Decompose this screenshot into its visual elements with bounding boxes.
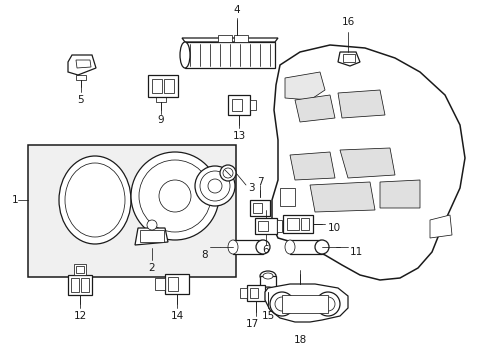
- Polygon shape: [337, 90, 384, 118]
- Text: 1: 1: [11, 195, 18, 205]
- Circle shape: [131, 152, 219, 240]
- Bar: [249, 288, 258, 298]
- Bar: [249, 200, 269, 216]
- Bar: [163, 79, 174, 93]
- Bar: [232, 240, 263, 254]
- Polygon shape: [264, 284, 347, 322]
- Polygon shape: [182, 38, 278, 42]
- Bar: [249, 100, 256, 110]
- Text: 18: 18: [293, 335, 306, 345]
- Text: 8: 8: [201, 250, 208, 260]
- Bar: [246, 285, 264, 301]
- Bar: [71, 278, 79, 292]
- Text: 16: 16: [341, 17, 354, 27]
- Bar: [74, 264, 86, 275]
- Ellipse shape: [285, 240, 294, 254]
- Polygon shape: [68, 55, 96, 75]
- Bar: [68, 275, 92, 295]
- Bar: [227, 95, 249, 115]
- Bar: [260, 276, 275, 292]
- Bar: [280, 188, 294, 206]
- Bar: [76, 75, 86, 80]
- Circle shape: [274, 297, 288, 311]
- Polygon shape: [271, 45, 464, 280]
- Circle shape: [220, 165, 236, 181]
- Text: 10: 10: [327, 223, 341, 233]
- Circle shape: [315, 292, 339, 316]
- Ellipse shape: [180, 42, 190, 68]
- Text: 14: 14: [170, 311, 183, 321]
- Bar: [148, 75, 178, 97]
- Bar: [231, 99, 242, 111]
- Text: 3: 3: [247, 183, 254, 193]
- Circle shape: [207, 179, 222, 193]
- Bar: [283, 215, 312, 233]
- Bar: [28, 145, 236, 277]
- Circle shape: [195, 166, 235, 206]
- Polygon shape: [76, 60, 91, 68]
- Polygon shape: [309, 182, 374, 212]
- Bar: [258, 221, 267, 231]
- Bar: [276, 220, 282, 232]
- Text: 15: 15: [261, 311, 274, 321]
- Text: 2: 2: [148, 263, 155, 273]
- Ellipse shape: [256, 240, 269, 254]
- Circle shape: [159, 180, 191, 212]
- Polygon shape: [339, 148, 394, 178]
- Text: 5: 5: [78, 95, 84, 105]
- Bar: [155, 278, 164, 290]
- Bar: [140, 230, 163, 242]
- Bar: [282, 295, 327, 313]
- Polygon shape: [285, 72, 325, 100]
- Polygon shape: [294, 95, 334, 122]
- Bar: [286, 218, 298, 230]
- Bar: [168, 277, 178, 291]
- Text: 6: 6: [262, 245, 269, 255]
- Bar: [234, 35, 247, 42]
- Circle shape: [320, 297, 334, 311]
- Circle shape: [223, 168, 232, 178]
- Ellipse shape: [260, 287, 275, 297]
- Bar: [240, 288, 246, 298]
- Bar: [156, 97, 165, 102]
- Bar: [81, 278, 89, 292]
- Bar: [342, 54, 354, 62]
- Text: 7: 7: [256, 177, 263, 187]
- Circle shape: [139, 160, 210, 232]
- Bar: [184, 42, 274, 68]
- Polygon shape: [135, 228, 168, 245]
- Ellipse shape: [227, 240, 238, 254]
- Ellipse shape: [314, 240, 328, 254]
- Bar: [76, 266, 84, 273]
- Bar: [152, 79, 162, 93]
- Circle shape: [200, 171, 229, 201]
- Ellipse shape: [263, 273, 272, 279]
- Text: 11: 11: [349, 247, 363, 257]
- Circle shape: [269, 292, 293, 316]
- Text: 17: 17: [245, 319, 258, 329]
- Bar: [289, 240, 321, 254]
- Polygon shape: [429, 215, 451, 238]
- Circle shape: [147, 220, 157, 230]
- Bar: [218, 35, 231, 42]
- Text: 4: 4: [233, 5, 240, 15]
- Text: 13: 13: [232, 131, 245, 141]
- Polygon shape: [289, 152, 334, 180]
- Bar: [252, 203, 262, 213]
- Bar: [164, 274, 189, 294]
- Text: 9: 9: [157, 115, 164, 125]
- Bar: [254, 218, 276, 234]
- Ellipse shape: [65, 163, 125, 237]
- Polygon shape: [379, 180, 419, 208]
- Ellipse shape: [260, 271, 275, 281]
- Polygon shape: [337, 52, 359, 66]
- Text: 12: 12: [73, 311, 86, 321]
- Ellipse shape: [59, 156, 131, 244]
- Bar: [301, 218, 308, 230]
